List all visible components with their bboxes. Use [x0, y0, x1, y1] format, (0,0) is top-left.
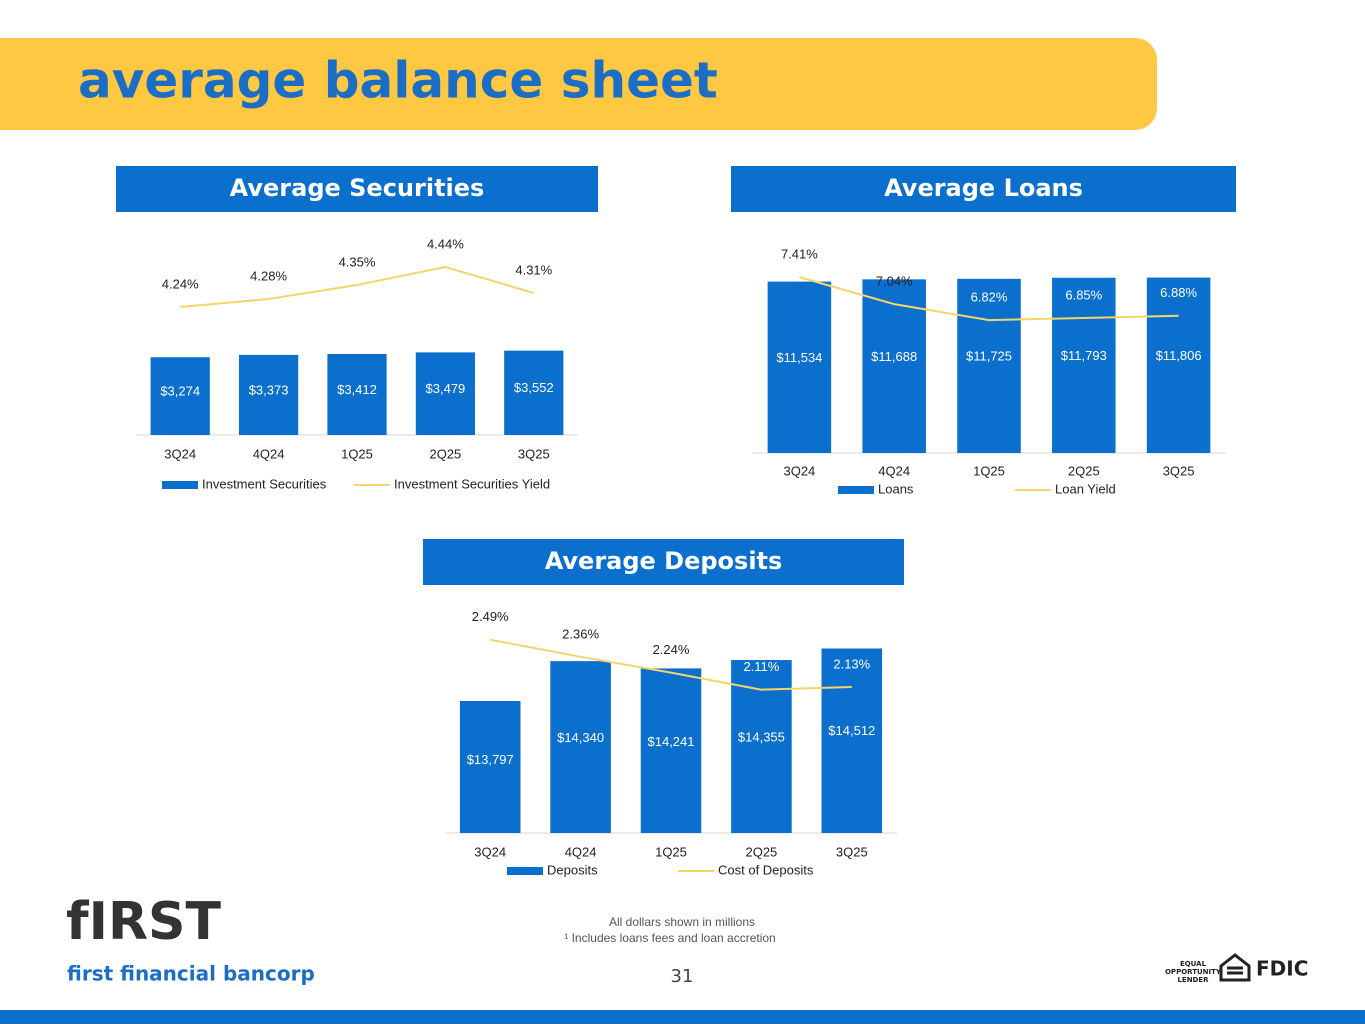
chart-title: Average Loans: [884, 174, 1083, 202]
badge-text: OPPORTUNITY: [1165, 968, 1222, 976]
housing-icon: [1219, 953, 1251, 982]
chart-header: [423, 539, 904, 585]
chart-header: [116, 166, 598, 212]
line-value-label: 2.36%: [562, 626, 599, 641]
line-value-label: 4.44%: [427, 236, 464, 251]
line-value-label: 4.24%: [162, 276, 199, 291]
legend-label: Investment Securities Yield: [394, 476, 550, 491]
x-tick-label: 2Q25: [745, 844, 777, 859]
line-value-label: 6.88%: [1160, 285, 1197, 300]
line-value-label: 4.35%: [339, 254, 376, 269]
legend-label: Deposits: [547, 862, 598, 877]
line-value-label: 2.49%: [472, 609, 509, 624]
bar: [1052, 277, 1116, 453]
footnote: All dollars shown in millions: [609, 915, 755, 929]
bar: [957, 278, 1021, 453]
x-tick-label: 4Q24: [565, 844, 597, 859]
line-series: [799, 276, 1179, 322]
logo: fIRST: [66, 892, 221, 952]
bar-value-label: $14,241: [648, 734, 695, 749]
legend-swatch: [162, 481, 198, 489]
bar: [767, 281, 832, 453]
x-tick-label: 3Q25: [1163, 463, 1195, 478]
page-number: 31: [671, 966, 694, 987]
company-name: first financial bancorp: [67, 962, 315, 986]
legend-label: Loans: [878, 481, 914, 496]
x-tick-label: 1Q25: [341, 446, 373, 461]
bar-value-label: $11,806: [1156, 348, 1202, 363]
footnote: ¹ Includes loans fees and loan accretion: [564, 931, 775, 945]
line-value-label: 7.04%: [876, 274, 913, 289]
legend-label: Cost of Deposits: [718, 862, 814, 877]
bar: [862, 279, 926, 453]
bar: [821, 648, 883, 833]
bar: [640, 668, 702, 833]
bar-value-label: $11,725: [966, 349, 1012, 364]
badge-text: LENDER: [1177, 976, 1209, 984]
line-value-label: 6.82%: [971, 290, 1008, 305]
x-tick-label: 3Q25: [836, 844, 868, 859]
bar: [1146, 277, 1211, 453]
x-tick-label: 2Q25: [429, 446, 461, 461]
legend-label: Loan Yield: [1055, 481, 1116, 496]
bar: [238, 354, 299, 435]
x-tick-label: 1Q25: [973, 463, 1005, 478]
line-value-label: 7.41%: [781, 247, 818, 262]
bar-value-label: $3,412: [337, 382, 377, 397]
x-tick-label: 2Q25: [1068, 463, 1100, 478]
bar: [415, 352, 476, 435]
bar-value-label: $3,552: [514, 380, 554, 395]
bar-value-label: $11,688: [871, 349, 917, 364]
legend-swatch: [838, 486, 874, 494]
chart-title: Average Deposits: [545, 547, 783, 575]
bar-value-label: $14,355: [738, 729, 785, 744]
bar-value-label: $11,534: [776, 350, 822, 365]
legend-label: Investment Securities: [202, 476, 327, 491]
legend-swatch: [507, 867, 543, 875]
line-value-label: 4.31%: [515, 262, 552, 277]
x-tick-label: 4Q24: [253, 446, 285, 461]
x-tick-label: 4Q24: [878, 463, 910, 478]
x-tick-label: 3Q24: [474, 844, 506, 859]
footer-band: [0, 1010, 1365, 1024]
bar: [459, 701, 521, 833]
bar-value-label: $3,373: [249, 382, 289, 397]
line-value-label: 2.24%: [653, 642, 690, 657]
line-series: [490, 638, 852, 691]
line-value-label: 4.28%: [250, 268, 287, 283]
bar-value-label: $11,793: [1061, 348, 1107, 363]
bar: [550, 661, 611, 833]
bar: [504, 350, 564, 435]
x-tick-label: 3Q25: [518, 446, 550, 461]
badge-text: EQUAL: [1180, 960, 1207, 968]
x-tick-label: 3Q24: [164, 446, 196, 461]
bar: [327, 353, 387, 435]
bar-value-label: $14,512: [828, 723, 875, 738]
bar: [150, 357, 210, 435]
bar-value-label: $3,479: [426, 381, 466, 396]
line-value-label: 6.85%: [1065, 287, 1102, 302]
header-band: [0, 38, 1157, 130]
bar-value-label: $3,274: [160, 384, 200, 399]
line-series: [180, 265, 535, 308]
bar-value-label: $14,340: [557, 730, 604, 745]
chart-header: [731, 166, 1236, 212]
bar-value-label: $13,797: [467, 752, 514, 767]
x-tick-label: 3Q24: [783, 463, 815, 478]
line-value-label: 2.11%: [743, 659, 779, 674]
fdic-badge: FDIC: [1256, 957, 1308, 981]
x-tick-label: 1Q25: [655, 844, 687, 859]
chart-title: Average Securities: [230, 174, 485, 202]
line-value-label: 2.13%: [833, 656, 870, 671]
slide-title: average balance sheet: [78, 52, 718, 110]
